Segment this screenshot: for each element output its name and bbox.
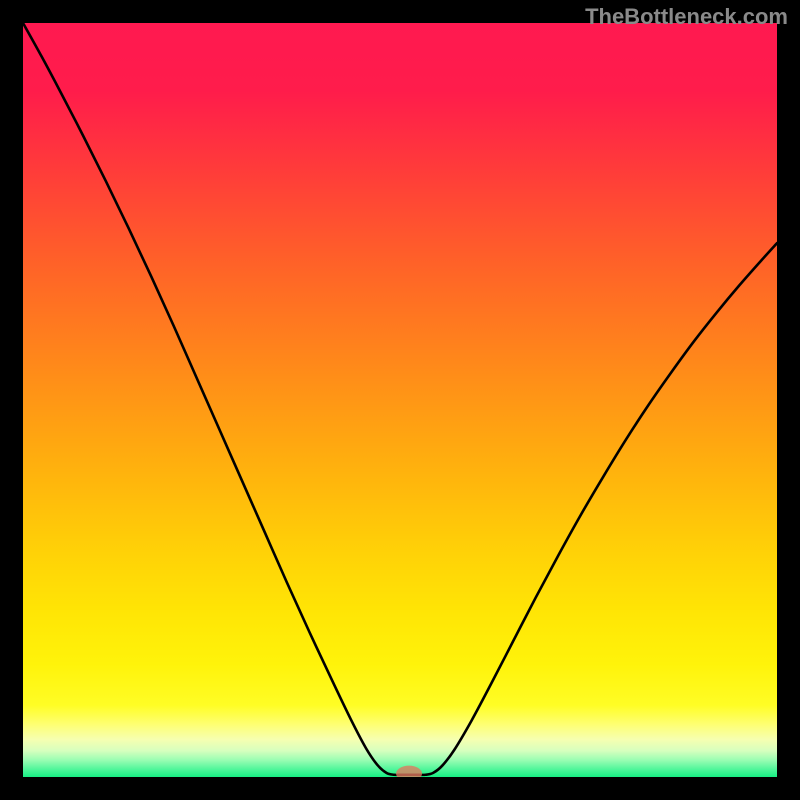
plot-background	[23, 23, 777, 777]
chart-stage: TheBottleneck.com	[0, 0, 800, 800]
bottleneck-curve-plot	[23, 23, 777, 777]
watermark-label: TheBottleneck.com	[585, 4, 788, 30]
